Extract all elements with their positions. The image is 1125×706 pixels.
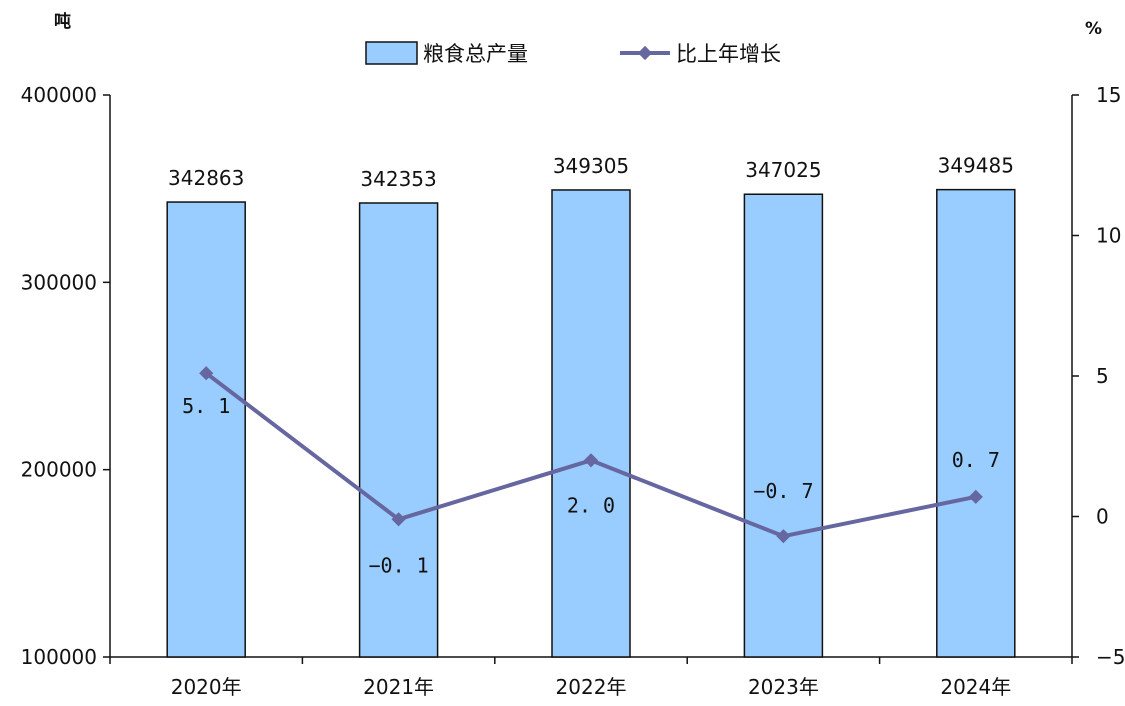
bar: [936, 188, 1016, 658]
left-axis-unit: 吨: [54, 11, 71, 32]
axes: 100000 200000 300000 400000 −5 0 5 10 15 2020年 202…: [21, 83, 1125, 699]
x-axis-category-label: 2024年: [940, 675, 1011, 699]
right-axis-tick-label: 15: [1096, 83, 1121, 107]
right-axis-tick-label: 10: [1096, 224, 1121, 248]
legend: 粮食总产量 比上年增长: [365, 41, 781, 66]
x-axis-category-label: 2020年: [171, 675, 242, 699]
bar-series: [166, 188, 1016, 658]
left-axis-tick-label: 200000: [21, 458, 97, 482]
right-axis-unit: %: [1085, 19, 1102, 39]
bar: [743, 193, 824, 658]
right-axis-tick-label: 0: [1096, 505, 1109, 529]
line-value-label: −0. 7: [753, 479, 813, 503]
line-series: [199, 366, 983, 544]
left-axis-tick-label: 300000: [21, 270, 97, 294]
left-axis-tick-label: 100000: [21, 645, 97, 669]
line-value-label: 5. 1: [182, 394, 230, 418]
bar-value-label: 349485: [938, 154, 1014, 178]
bar-value-label: 347025: [745, 158, 821, 182]
line-value-label: 0. 7: [952, 448, 1000, 472]
line-value-label: −0. 1: [368, 553, 428, 577]
data-labels: 342863 342353 349305 347025 349485 5. 1 −0. 1 2…: [168, 154, 1014, 578]
legend-label-bar-series: 粮食总产量: [423, 42, 528, 66]
x-axis-category-label: 2021年: [363, 675, 434, 699]
right-axis-tick-label: −5: [1096, 645, 1125, 669]
bar: [166, 201, 246, 658]
legend-label-line-series: 比上年增长: [676, 42, 781, 66]
line-point-marker: [968, 489, 983, 504]
line-point-marker: [776, 529, 791, 544]
line-point-marker: [199, 366, 214, 381]
x-axis-category-label: 2023年: [748, 675, 819, 699]
bar-value-label: 342353: [360, 167, 436, 191]
bar-value-label: 342863: [168, 166, 244, 190]
bar-value-label: 349305: [553, 154, 629, 178]
bar: [551, 189, 631, 658]
line-value-label: 2. 0: [567, 493, 615, 517]
line-point-marker: [583, 453, 599, 468]
legend-bar-swatch: [365, 41, 418, 65]
left-axis-tick-label: 400000: [21, 83, 97, 107]
x-axis-category-label: 2022年: [556, 675, 627, 699]
legend-line-marker: [637, 45, 653, 61]
right-axis-tick-label: 5: [1096, 364, 1109, 388]
bar: [358, 202, 439, 658]
line-point-marker: [391, 512, 406, 527]
